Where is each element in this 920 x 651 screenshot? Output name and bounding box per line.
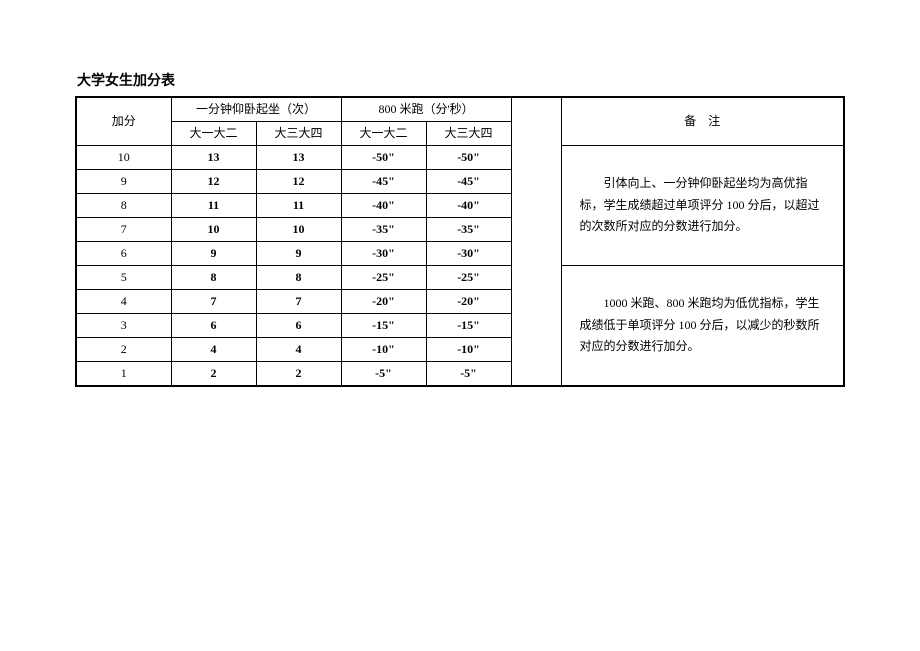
cell-r12: -5" (341, 362, 426, 387)
cell-s34: 11 (256, 194, 341, 218)
col-note-header: 备 注 (561, 97, 844, 146)
col-situp-header: 一分钟仰卧起坐（次） (171, 97, 341, 122)
cell-r12: -25" (341, 266, 426, 290)
note-bottom: 1000 米跑、800 米跑均为低优指标，学生成绩低于单项评分 100 分后，以… (561, 266, 844, 387)
cell-r34: -5" (426, 362, 511, 387)
cell-s12: 12 (171, 170, 256, 194)
cell-blank (511, 266, 561, 290)
cell-bonus: 8 (76, 194, 171, 218)
cell-blank (511, 218, 561, 242)
table-row: 5 8 8 -25" -25" 1000 米跑、800 米跑均为低优指标，学生成… (76, 266, 844, 290)
cell-r34: -35" (426, 218, 511, 242)
table-row: 10 13 13 -50" -50" 引体向上、一分钟仰卧起坐均为高优指标，学生… (76, 146, 844, 170)
col-blank-header (511, 97, 561, 146)
cell-s12: 11 (171, 194, 256, 218)
cell-r34: -40" (426, 194, 511, 218)
cell-s12: 9 (171, 242, 256, 266)
cell-s12: 7 (171, 290, 256, 314)
cell-r34: -10" (426, 338, 511, 362)
cell-bonus: 5 (76, 266, 171, 290)
cell-s34: 13 (256, 146, 341, 170)
cell-r34: -25" (426, 266, 511, 290)
col-run-y12: 大一大二 (341, 122, 426, 146)
cell-bonus: 10 (76, 146, 171, 170)
cell-s34: 7 (256, 290, 341, 314)
table-title: 大学女生加分表 (75, 70, 845, 90)
cell-r12: -35" (341, 218, 426, 242)
cell-r12: -15" (341, 314, 426, 338)
cell-blank (511, 290, 561, 314)
note-top: 引体向上、一分钟仰卧起坐均为高优指标，学生成绩超过单项评分 100 分后，以超过… (561, 146, 844, 266)
cell-r34: -50" (426, 146, 511, 170)
cell-bonus: 4 (76, 290, 171, 314)
cell-r12: -10" (341, 338, 426, 362)
table-header-row-1: 加分 一分钟仰卧起坐（次） 800 米跑（分'秒） 备 注 (76, 97, 844, 122)
cell-r34: -45" (426, 170, 511, 194)
cell-s34: 2 (256, 362, 341, 387)
cell-blank (511, 170, 561, 194)
cell-s12: 8 (171, 266, 256, 290)
cell-blank (511, 314, 561, 338)
cell-s12: 2 (171, 362, 256, 387)
col-run-y34: 大三大四 (426, 122, 511, 146)
cell-r12: -50" (341, 146, 426, 170)
cell-bonus: 3 (76, 314, 171, 338)
bonus-table: 加分 一分钟仰卧起坐（次） 800 米跑（分'秒） 备 注 大一大二 大三大四 … (75, 96, 845, 387)
cell-bonus: 2 (76, 338, 171, 362)
cell-bonus: 9 (76, 170, 171, 194)
col-situp-y34: 大三大四 (256, 122, 341, 146)
col-bonus-header: 加分 (76, 97, 171, 146)
cell-s34: 9 (256, 242, 341, 266)
cell-r12: -30" (341, 242, 426, 266)
cell-s12: 4 (171, 338, 256, 362)
cell-s34: 4 (256, 338, 341, 362)
cell-r34: -15" (426, 314, 511, 338)
cell-s34: 6 (256, 314, 341, 338)
cell-r34: -20" (426, 290, 511, 314)
cell-bonus: 6 (76, 242, 171, 266)
cell-r34: -30" (426, 242, 511, 266)
cell-blank (511, 242, 561, 266)
cell-s12: 6 (171, 314, 256, 338)
cell-s34: 8 (256, 266, 341, 290)
cell-blank (511, 338, 561, 362)
cell-r12: -20" (341, 290, 426, 314)
cell-r12: -45" (341, 170, 426, 194)
cell-r12: -40" (341, 194, 426, 218)
cell-blank (511, 362, 561, 387)
cell-s12: 10 (171, 218, 256, 242)
cell-blank (511, 146, 561, 170)
cell-s34: 10 (256, 218, 341, 242)
cell-bonus: 1 (76, 362, 171, 387)
col-run800-header: 800 米跑（分'秒） (341, 97, 511, 122)
cell-bonus: 7 (76, 218, 171, 242)
cell-s12: 13 (171, 146, 256, 170)
cell-s34: 12 (256, 170, 341, 194)
cell-blank (511, 194, 561, 218)
col-situp-y12: 大一大二 (171, 122, 256, 146)
